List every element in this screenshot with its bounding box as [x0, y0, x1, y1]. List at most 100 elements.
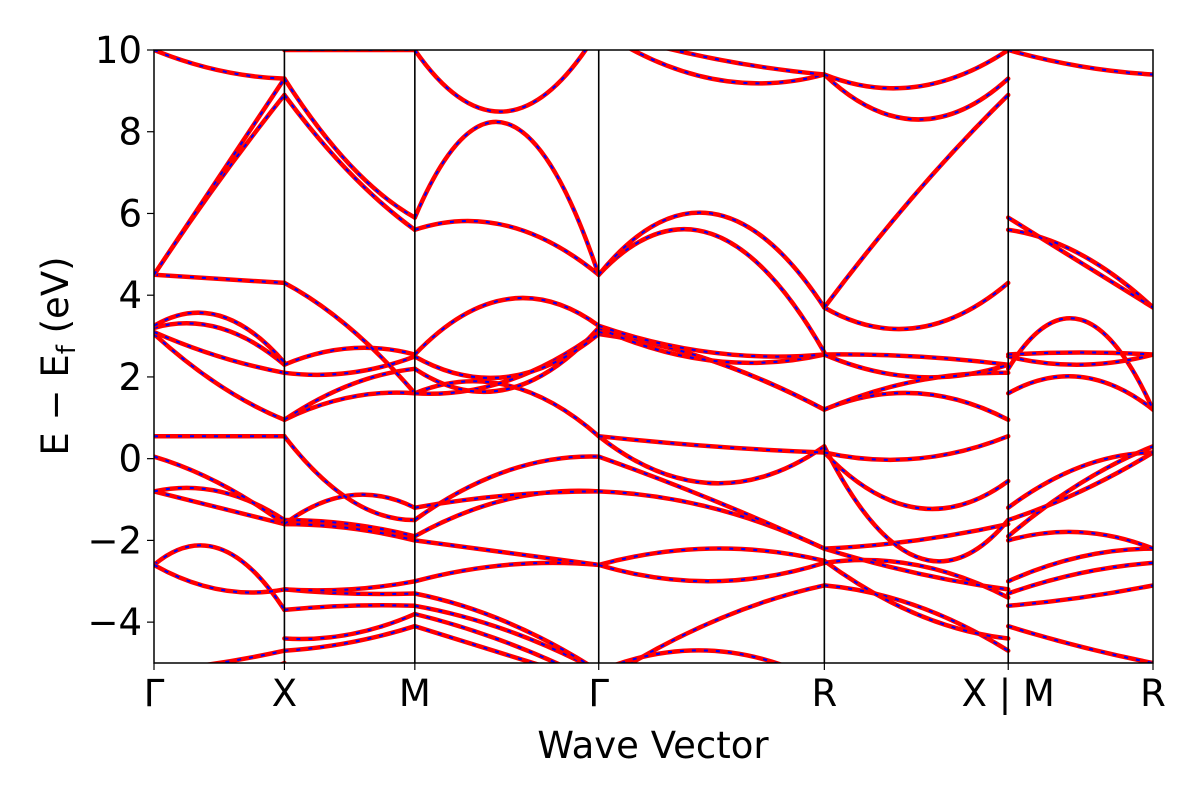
- band-line: [596, 331, 827, 412]
- band-line: [412, 295, 601, 357]
- bands-layer: [154, 50, 1153, 663]
- band-line-overlay: [414, 333, 600, 379]
- band-line: [1005, 623, 1153, 663]
- band-line-overlay: [1007, 375, 1153, 411]
- band-line-overlay: [414, 331, 600, 395]
- x-tick-label: R: [1140, 672, 1166, 715]
- band-line-overlay: [629, 584, 825, 663]
- y-tick-label: −2: [87, 519, 142, 562]
- band-line-overlay: [154, 78, 286, 276]
- band-line: [154, 310, 287, 365]
- band-line: [1005, 450, 1153, 510]
- x-tick-label: R: [811, 672, 837, 715]
- band-line-overlay: [414, 613, 559, 663]
- band-line-overlay: [414, 625, 537, 663]
- band-line: [664, 50, 827, 77]
- band-line: [596, 454, 827, 551]
- band-line-overlay: [1007, 353, 1153, 366]
- band-line-overlay: [823, 559, 1009, 640]
- band-line: [154, 485, 287, 523]
- band-line-overlay: [284, 346, 416, 366]
- band-line-overlay: [823, 445, 1009, 563]
- band-line-overlay: [597, 211, 826, 309]
- band-line: [1005, 450, 1153, 523]
- band-line-overlay: [283, 435, 415, 522]
- band-line: [412, 454, 601, 523]
- band-line-overlay: [598, 333, 825, 411]
- band-line: [822, 444, 1011, 564]
- band-line: [154, 76, 287, 278]
- band-line: [1005, 529, 1153, 551]
- x-tick-label: M: [399, 672, 431, 715]
- band-line-overlay: [283, 493, 416, 525]
- band-line: [822, 352, 1011, 380]
- y-tick-label: 4: [118, 274, 142, 317]
- band-line: [822, 352, 1011, 367]
- band-line: [154, 562, 287, 595]
- band-line-overlay: [281, 662, 285, 663]
- band-line: [412, 331, 601, 381]
- band-line: [412, 560, 601, 584]
- band-line: [154, 543, 287, 613]
- band-line: [822, 583, 1011, 653]
- band-line-overlay: [154, 455, 285, 525]
- band-line: [278, 660, 287, 663]
- y-tick-label: 6: [118, 192, 142, 235]
- y-tick-label: −4: [87, 601, 142, 644]
- band-line-overlay: [283, 391, 415, 421]
- band-line-overlay: [1007, 451, 1153, 509]
- band-line-overlay: [154, 490, 285, 526]
- band-line-overlay: [284, 604, 415, 611]
- band-line-overlay: [1007, 451, 1153, 521]
- x-axis-title: Wave Vector: [537, 724, 769, 767]
- band-line: [1005, 227, 1153, 310]
- band-line: [282, 280, 418, 396]
- y-tick-label: 0: [118, 438, 142, 481]
- band-line-overlay: [284, 613, 416, 640]
- band-line: [596, 325, 827, 366]
- band-line-overlay: [284, 519, 416, 538]
- band-line-overlay: [284, 580, 415, 592]
- y-tick-label: 2: [118, 356, 142, 399]
- band-line: [613, 648, 784, 663]
- band-line: [596, 323, 827, 359]
- band-line-overlay: [1008, 351, 1153, 356]
- y-ticks: −4 −2 0 2 4 6 8 10: [87, 29, 154, 644]
- band-line-overlay: [414, 327, 600, 393]
- band-line: [627, 583, 827, 663]
- band-line-overlay: [823, 282, 1009, 331]
- band-line: [282, 76, 418, 220]
- band-line: [596, 546, 827, 568]
- band-line-overlay: [154, 50, 285, 80]
- band-line-overlay: [823, 94, 1009, 309]
- band-line-overlay: [283, 78, 416, 219]
- band-line: [596, 560, 827, 584]
- band-line: [596, 433, 827, 486]
- band-line: [822, 280, 1011, 332]
- band-line-overlay: [154, 273, 285, 284]
- y-axis-title: E − Ef (eV): [34, 256, 82, 455]
- band-line-overlay: [1007, 317, 1153, 411]
- band-line: [822, 433, 1011, 463]
- band-line: [154, 50, 287, 81]
- band-line-overlay: [414, 297, 600, 356]
- band-line-overlay: [154, 564, 285, 594]
- y-tick-label: 10: [95, 29, 142, 72]
- band-line-overlay: [1007, 530, 1153, 550]
- band-line-overlay: [413, 50, 587, 113]
- band-line-overlay: [1007, 547, 1153, 583]
- band-line-overlay: [823, 371, 1009, 411]
- band-line-overlay: [413, 121, 600, 276]
- x-ticks: Γ X M Γ R X | M R: [144, 663, 1166, 715]
- band-line: [822, 450, 1011, 512]
- x-tick-label: X: [272, 672, 297, 715]
- band-line: [596, 433, 827, 455]
- band-line-overlay: [1007, 216, 1153, 309]
- band-line: [596, 210, 827, 310]
- band-line: [282, 579, 418, 593]
- band-line-overlay: [283, 94, 416, 231]
- band-line: [822, 72, 1011, 122]
- band-line-overlay: [617, 649, 780, 663]
- band-line-overlay: [283, 367, 415, 421]
